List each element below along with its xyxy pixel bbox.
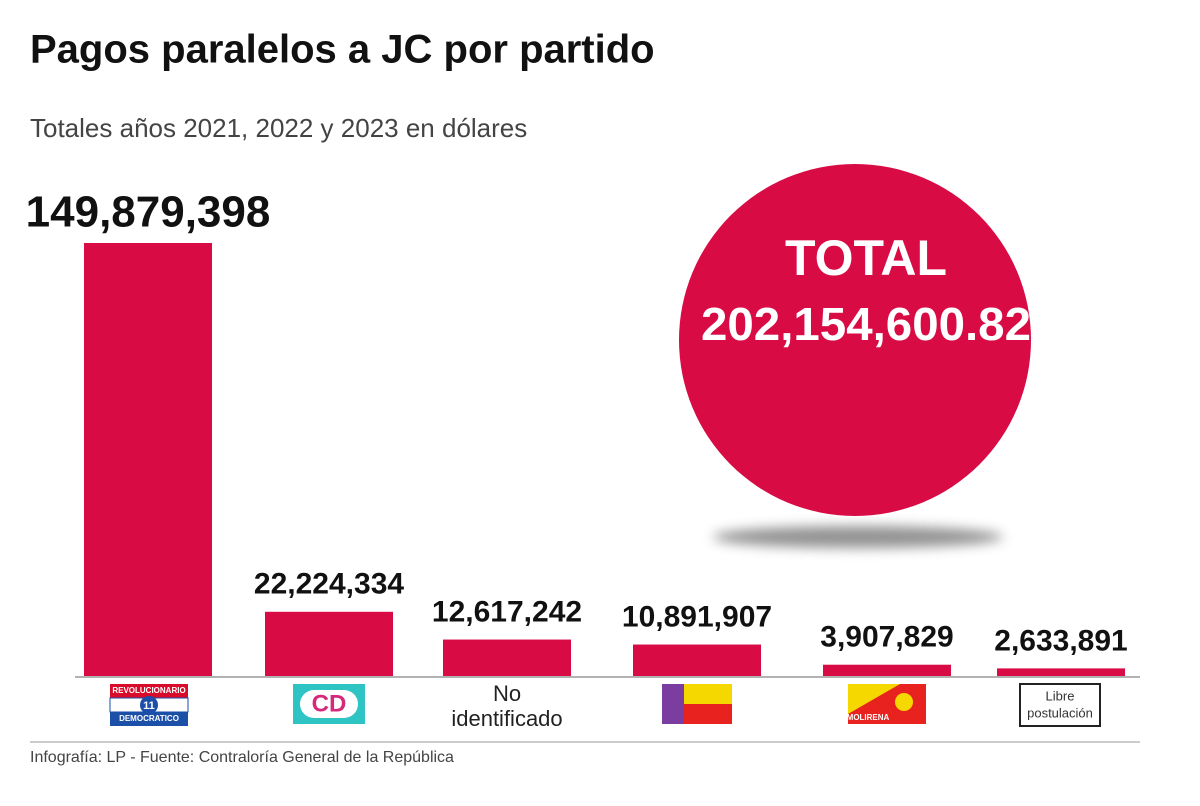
value-label: 3,907,829 <box>820 621 953 654</box>
logo-text: MOLIRENA <box>847 713 890 722</box>
bar <box>997 668 1125 676</box>
logo-text: postulación <box>1027 705 1093 720</box>
logo-text: 11 <box>143 700 155 712</box>
value-label: 2,633,891 <box>994 624 1127 657</box>
logo-flag <box>662 684 732 724</box>
logo-libre: Libre postulación <box>1019 683 1101 727</box>
bar <box>823 664 951 676</box>
logo-text: DEMOCRATICO <box>119 714 179 723</box>
value-label: 10,891,907 <box>622 600 772 633</box>
chart-subtitle: Totales años 2021, 2022 y 2023 en dólare… <box>30 113 527 143</box>
circle-shadow <box>713 526 1003 548</box>
chart-title: Pagos paralelos a JC por partido <box>30 28 655 72</box>
logo-molirena: MOLIRENA <box>847 684 926 724</box>
total-value: 202,154,600.82 <box>701 298 1031 350</box>
logo-text: No <box>493 681 521 706</box>
bar <box>443 639 571 676</box>
bar <box>265 611 393 676</box>
logo-text: identificado <box>451 706 562 731</box>
logo-text: REVOLUCIONARIO <box>112 686 185 695</box>
logo-text: CD <box>312 690 347 717</box>
total-circle <box>679 164 1031 516</box>
bar <box>84 243 212 676</box>
logo-prd: REVOLUCIONARIO 11 DEMOCRATICO <box>109 684 189 726</box>
logo-text: Libre <box>1046 688 1075 703</box>
logo-cd: CD <box>293 684 365 724</box>
value-label: 149,879,398 <box>26 188 271 237</box>
source: Infografía: LP - Fuente: Contraloría Gen… <box>30 749 454 766</box>
logo-none: No identificado <box>451 681 562 731</box>
value-label: 12,617,242 <box>432 595 582 628</box>
value-label: 22,224,334 <box>254 568 404 601</box>
bar <box>633 644 761 676</box>
total-label: TOTAL <box>785 230 947 286</box>
